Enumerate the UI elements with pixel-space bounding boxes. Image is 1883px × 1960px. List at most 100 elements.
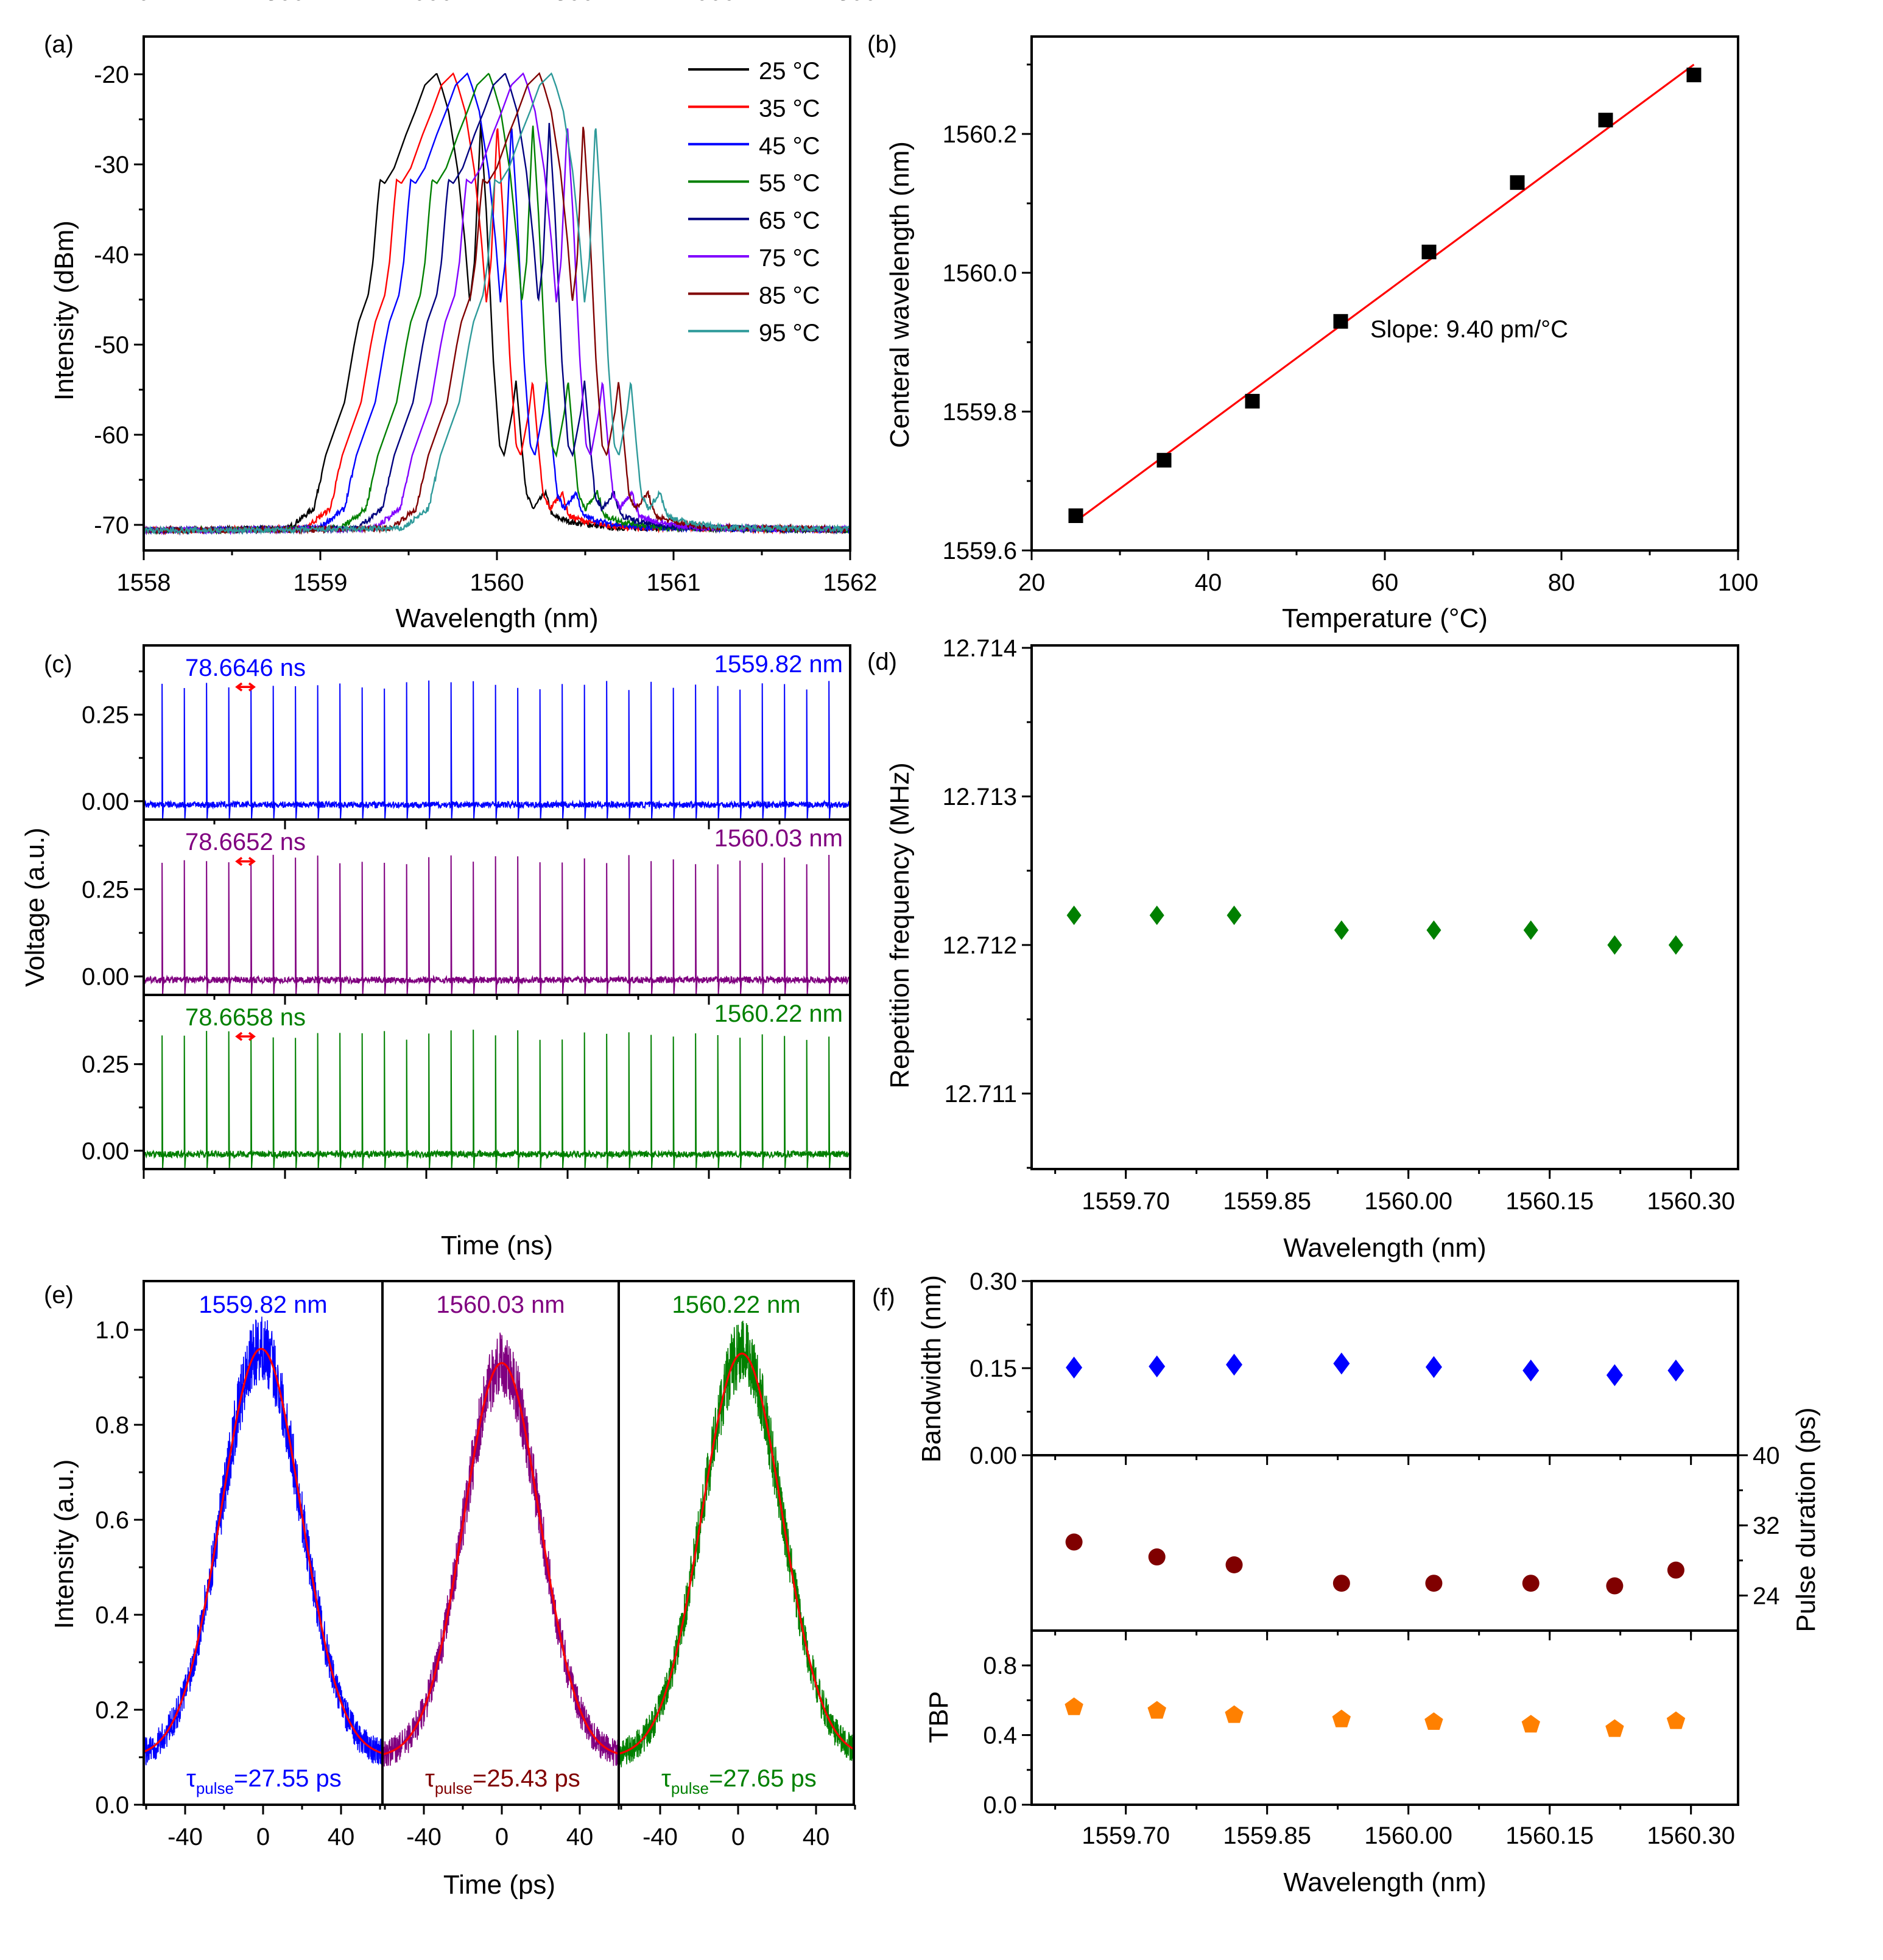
- x-tick-label: 1559.70: [1082, 1188, 1170, 1215]
- x-tick-label: 1559: [294, 569, 348, 596]
- bandwidth-point: [1606, 1364, 1623, 1386]
- subplot-title: 1560.22 nm: [672, 1291, 800, 1318]
- y-tick-label: 0.8: [95, 1412, 129, 1439]
- data-point-square: [1686, 68, 1702, 83]
- legend-label: 65 °C: [759, 208, 820, 234]
- x-tick-label: 1000: [399, 0, 454, 5]
- data-point-square: [1156, 452, 1172, 468]
- wavelength-label: 1560.22 nm: [714, 1000, 843, 1027]
- legend-label: 85 °C: [759, 282, 820, 309]
- y-tick-label: 0.4: [95, 1602, 129, 1629]
- x-tick-label: -40: [406, 1824, 442, 1850]
- autocorrelation-trace: [619, 1321, 854, 1768]
- tau-value: =25.43 ps: [473, 1765, 580, 1792]
- data-point-square: [1510, 175, 1525, 190]
- tbp-point: [1147, 1701, 1166, 1719]
- pulse-width-label: τpulse=27.55 ps: [186, 1765, 342, 1797]
- gaussian-fit-line: [144, 1347, 382, 1754]
- bandwidth-point: [1333, 1352, 1350, 1375]
- slope-annotation: Slope: 9.40 pm/°C: [1370, 316, 1568, 343]
- y-tick-label: 1.0: [95, 1317, 129, 1344]
- x-tick-label: 500: [265, 0, 306, 5]
- spectrum-line-25C: [144, 73, 850, 535]
- y-tick-label: 0.25: [82, 702, 129, 729]
- x-tick-label: 40: [803, 1824, 830, 1850]
- data-point-diamond: [1426, 920, 1441, 940]
- plot-frame-d: [1030, 644, 1739, 1170]
- y-tick-label: 0.00: [82, 789, 129, 815]
- y-tick-label: 1559.6: [943, 538, 1017, 564]
- gaussian-fit-line: [382, 1362, 619, 1755]
- x-tick-label: 1560.15: [1505, 1188, 1594, 1215]
- y-axis-title: Voltage (a.u.): [20, 827, 50, 987]
- tau-value: =27.65 ps: [709, 1765, 817, 1792]
- tbp-point: [1225, 1705, 1244, 1723]
- x-tick-label: 1560.30: [1647, 1188, 1735, 1215]
- pulse-duration-axis-title: Pulse duration (ps): [1791, 1407, 1821, 1632]
- y-tick-label: 1559.8: [943, 399, 1017, 426]
- x-tick-label: 1560.30: [1647, 1822, 1735, 1849]
- y-tick-label: 0.30: [970, 1268, 1017, 1295]
- x-tick-label: 40: [566, 1824, 594, 1850]
- tbp-point: [1521, 1715, 1540, 1733]
- tbp-point: [1666, 1711, 1686, 1729]
- plot-frame-e: [143, 1280, 855, 1806]
- period-marker-arrow: [235, 857, 256, 866]
- tbp-point: [1065, 1697, 1083, 1715]
- y-tick-label: -30: [94, 152, 129, 178]
- x-tick-label: -40: [642, 1824, 678, 1850]
- data-point-diamond: [1227, 905, 1242, 926]
- pulse-width-label: τpulse=25.43 ps: [425, 1765, 580, 1797]
- autocorrelation-trace: [382, 1332, 619, 1767]
- legend-label: 55 °C: [759, 170, 820, 197]
- y-tick-label: 12.712: [943, 932, 1017, 959]
- y-tick-label: 0.6: [95, 1507, 129, 1534]
- pulse-duration-point: [1065, 1533, 1083, 1551]
- autocorrelation-group: [619, 1321, 854, 1768]
- period-label: 78.6646 ns: [185, 655, 306, 681]
- x-tick-label: 2000: [682, 0, 736, 5]
- tau-symbol: τ: [425, 1765, 435, 1792]
- bandwidth-point: [1149, 1355, 1166, 1378]
- tbp-point: [1605, 1719, 1624, 1737]
- y-tick-label: 0.15: [970, 1355, 1017, 1382]
- x-tick-label: 1559.85: [1223, 1822, 1311, 1849]
- x-tick-label: 2500: [823, 0, 878, 5]
- y-tick-label: 24: [1753, 1582, 1780, 1609]
- data-point-square: [1333, 314, 1348, 329]
- x-axis-title: Time (ps): [443, 1870, 555, 1900]
- bandwidth-point: [1522, 1359, 1540, 1382]
- pulse-train-line: [144, 1030, 850, 1168]
- data-point-diamond: [1066, 905, 1082, 926]
- y-tick-label: 0.2: [95, 1697, 129, 1724]
- panel-label-a: (a): [44, 31, 74, 58]
- y-tick-label: 0.00: [970, 1442, 1017, 1469]
- pulse-train-line: [144, 680, 850, 819]
- data-point-diamond: [1607, 935, 1622, 955]
- subplot-title: 1559.82 nm: [199, 1291, 327, 1318]
- bandwidth-axis-title: Bandwidth (nm): [917, 1275, 946, 1463]
- data-point-diamond: [1149, 905, 1164, 926]
- x-tick-label: 1560: [470, 569, 524, 596]
- x-tick-label: -40: [167, 1824, 203, 1850]
- x-axis-title: Temperature (°C): [1282, 603, 1488, 633]
- data-point-square: [1068, 508, 1083, 523]
- y-axis-title: Centeral wavelength (nm): [885, 141, 915, 448]
- x-tick-label: 1558: [117, 569, 171, 596]
- y-tick-label: 0.00: [82, 964, 129, 991]
- period-label: 78.6658 ns: [185, 1004, 306, 1031]
- x-tick-label: 0: [137, 0, 150, 5]
- pulse-duration-point: [1332, 1575, 1350, 1592]
- pulse-duration-point: [1148, 1548, 1166, 1566]
- autocorrelation-group: [382, 1332, 619, 1767]
- x-tick-label: 100: [1718, 569, 1759, 596]
- pulse-duration-point: [1225, 1556, 1243, 1573]
- autocorrelation-trace: [144, 1316, 382, 1766]
- x-tick-label: 1561: [647, 569, 701, 596]
- panel-label-e: (e): [44, 1282, 74, 1308]
- y-tick-label: 12.711: [945, 1081, 1017, 1108]
- y-tick-label: -40: [94, 242, 129, 269]
- y-tick-label: 0.0: [95, 1792, 129, 1819]
- x-axis-title: Wavelength (nm): [395, 603, 598, 633]
